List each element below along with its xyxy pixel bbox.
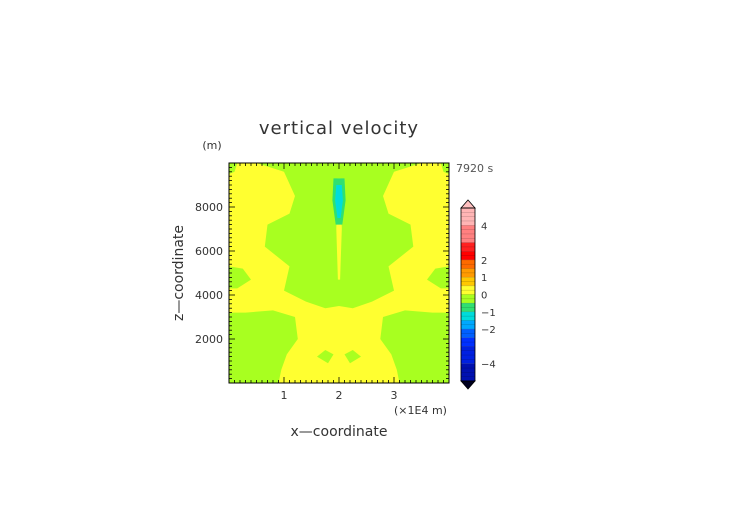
contour-region-2: [380, 310, 449, 383]
y-tick-label: 6000: [195, 245, 223, 258]
colorbar-swatch: [461, 259, 475, 269]
chart-title: vertical velocity: [259, 118, 419, 139]
colorbar-swatch: [461, 285, 475, 295]
colorbar-swatch: [461, 363, 475, 381]
plot-area: [229, 163, 449, 383]
colorbar-swatch: [461, 268, 475, 278]
colorbar-label: 0: [481, 291, 487, 302]
contour-region-11: [335, 185, 343, 218]
contour-region-3: [229, 266, 251, 289]
colorbar-swatch: [461, 311, 475, 321]
colorbar-swatch: [461, 208, 475, 226]
y-tick-label: 2000: [195, 333, 223, 346]
colorbar-swatch: [461, 225, 475, 243]
y-tick-label: 8000: [195, 201, 223, 214]
colorbar-label: −2: [481, 325, 496, 336]
colorbar-label: 4: [481, 221, 487, 232]
colorbar-swatch: [461, 320, 475, 330]
contour-region-1: [229, 310, 298, 383]
contour-region-7: [317, 350, 334, 364]
x-tick-label: 3: [391, 389, 398, 402]
x-tick-label: 2: [336, 389, 343, 402]
colorbar-frame: [460, 207, 476, 382]
contour-region-8: [344, 350, 361, 364]
colorbar-under-arrow: [460, 380, 476, 390]
x-tick-label: 1: [281, 389, 288, 402]
colorbar-label: 2: [481, 256, 487, 267]
x-unit-label: (×1E4 m): [394, 404, 447, 417]
y-tick-label: 4000: [195, 289, 223, 302]
colorbar-swatch: [461, 242, 475, 252]
x-axis-label: x—coordinate: [291, 424, 388, 440]
contour-region-5: [229, 163, 238, 174]
colorbar-label: −1: [481, 308, 496, 319]
colorbar-swatch: [461, 277, 475, 286]
axes: 1 2 3 2000 4000 6000 8000: [195, 162, 450, 402]
colorbar-swatch: [461, 303, 475, 312]
y-unit-label: (m): [202, 139, 221, 152]
colorbar-swatch: [461, 294, 475, 304]
colorbar-swatch: [461, 251, 475, 260]
colorbar-over-arrow: [460, 199, 476, 209]
colorbar-label: −4: [481, 360, 496, 371]
colorbar: 4 2 1 0 −1 −2 −4: [460, 199, 496, 390]
y-axis-label: z—coordinate: [171, 225, 187, 321]
colorbar-swatch: [461, 337, 475, 347]
time-label: 7920 s: [456, 162, 493, 175]
colorbar-swatch: [461, 329, 475, 338]
colorbar-swatch: [461, 346, 475, 364]
contour-region-4: [427, 266, 449, 289]
contour-region-6: [440, 163, 449, 174]
colorbar-label: 1: [481, 273, 487, 284]
